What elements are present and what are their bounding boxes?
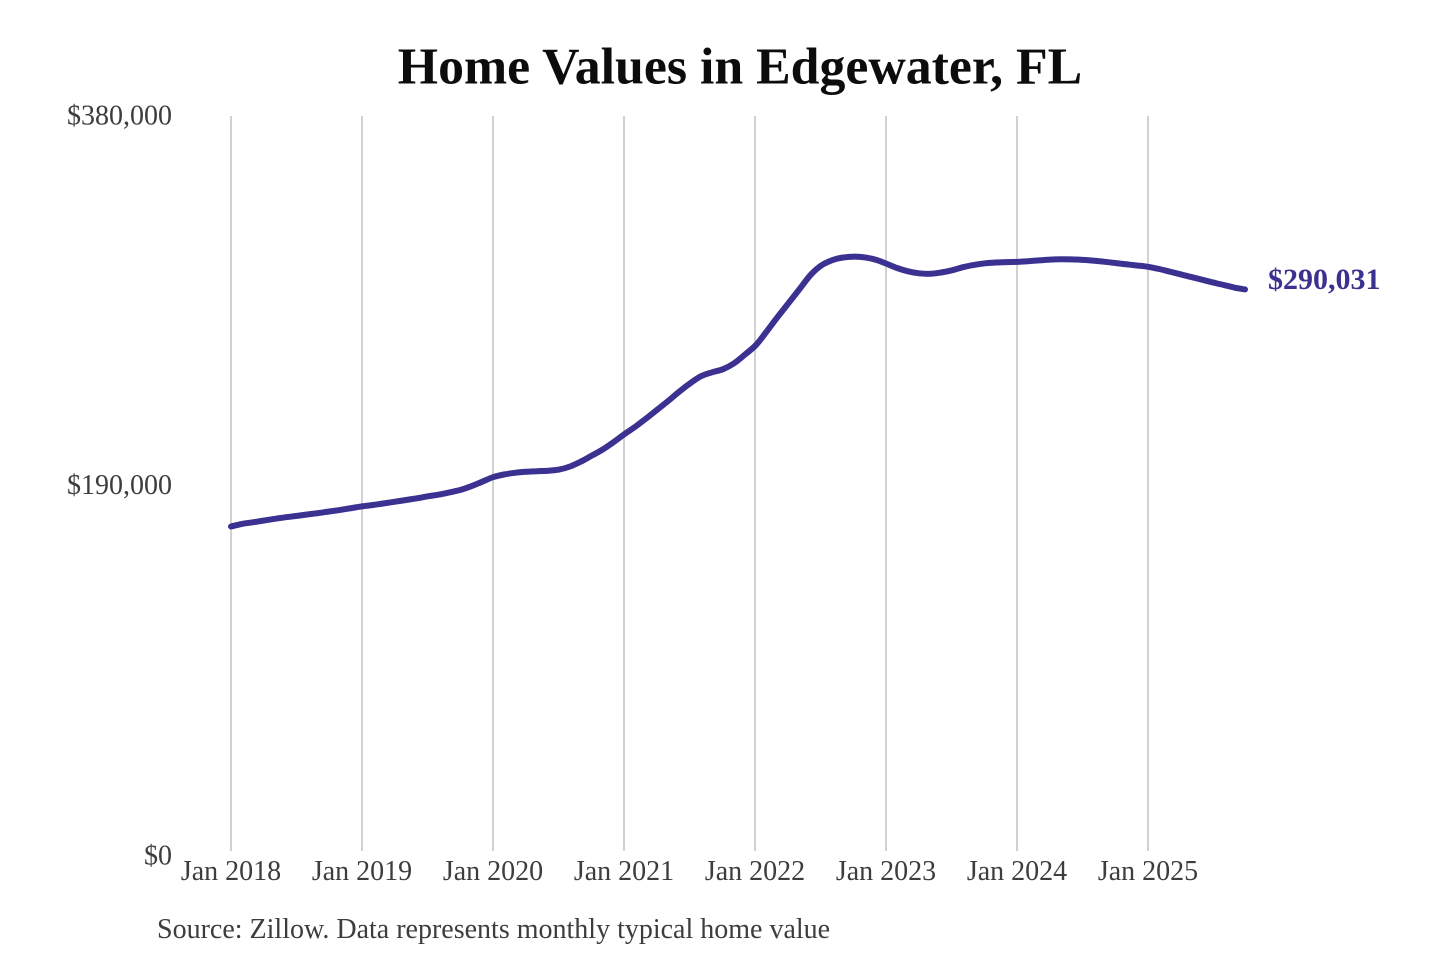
svg-text:$0: $0	[144, 841, 172, 872]
svg-text:Jan 2025: Jan 2025	[1098, 856, 1198, 887]
svg-text:Jan 2022: Jan 2022	[705, 856, 805, 887]
svg-text:Jan 2023: Jan 2023	[836, 856, 936, 887]
svg-text:Jan 2021: Jan 2021	[574, 856, 674, 887]
svg-text:Jan 2024: Jan 2024	[967, 856, 1067, 887]
svg-text:$190,000: $190,000	[67, 470, 172, 501]
svg-text:$380,000: $380,000	[67, 101, 172, 132]
svg-text:Jan 2020: Jan 2020	[443, 856, 543, 887]
svg-text:Source: Zillow. Data represent: Source: Zillow. Data represents monthly …	[157, 914, 830, 945]
svg-text:Jan 2019: Jan 2019	[312, 856, 412, 887]
svg-text:$290,031: $290,031	[1268, 263, 1381, 296]
svg-text:Home Values in Edgewater, FL: Home Values in Edgewater, FL	[398, 39, 1082, 96]
svg-text:Jan 2018: Jan 2018	[181, 856, 281, 887]
